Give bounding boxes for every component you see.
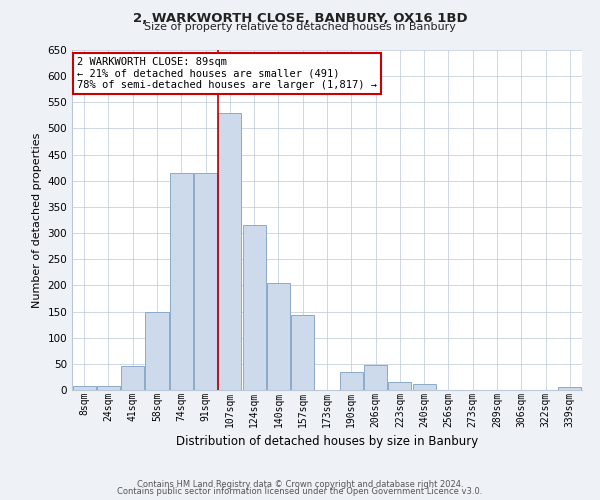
- Bar: [73, 386, 95, 390]
- Text: 2 WARKWORTH CLOSE: 89sqm
← 21% of detached houses are smaller (491)
78% of semi-: 2 WARKWORTH CLOSE: 89sqm ← 21% of detach…: [77, 57, 377, 90]
- Bar: [242, 225, 266, 390]
- Text: Contains HM Land Registry data © Crown copyright and database right 2024.: Contains HM Land Registry data © Crown c…: [137, 480, 463, 489]
- Bar: [145, 312, 169, 390]
- Bar: [121, 366, 144, 390]
- Bar: [170, 173, 193, 390]
- Bar: [267, 283, 290, 390]
- Text: Contains public sector information licensed under the Open Government Licence v3: Contains public sector information licen…: [118, 487, 482, 496]
- X-axis label: Distribution of detached houses by size in Banbury: Distribution of detached houses by size …: [176, 435, 478, 448]
- Text: Size of property relative to detached houses in Banbury: Size of property relative to detached ho…: [144, 22, 456, 32]
- Bar: [340, 372, 363, 390]
- Bar: [364, 365, 387, 390]
- Bar: [559, 388, 581, 390]
- Bar: [97, 386, 120, 390]
- Bar: [218, 113, 241, 390]
- Bar: [291, 315, 314, 390]
- Text: 2, WARKWORTH CLOSE, BANBURY, OX16 1BD: 2, WARKWORTH CLOSE, BANBURY, OX16 1BD: [133, 12, 467, 26]
- Bar: [388, 382, 412, 390]
- Bar: [194, 173, 217, 390]
- Y-axis label: Number of detached properties: Number of detached properties: [32, 132, 42, 308]
- Bar: [413, 384, 436, 390]
